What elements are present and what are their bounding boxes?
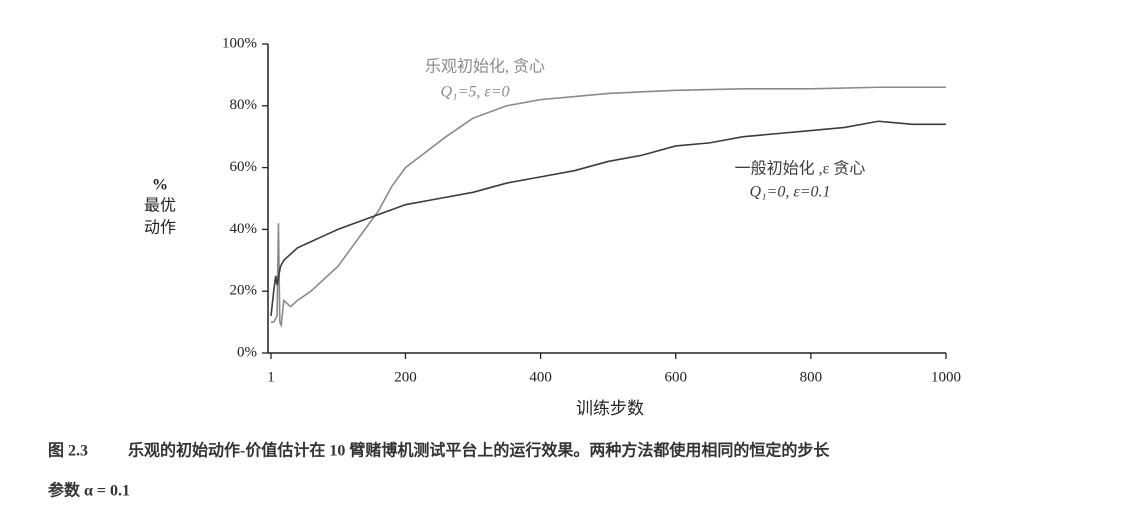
caption-text: 参数 α = 0.1: [48, 481, 130, 500]
x-tick-label: 400: [529, 369, 552, 385]
y-axis-label: 动作: [144, 219, 176, 237]
series-params: Q₁=0, ε=0.1: [749, 184, 830, 201]
caption-label: 图 2.3: [48, 442, 88, 460]
series-annotation: 乐观初始化, 贪心: [425, 58, 545, 76]
x-tick-label: 600: [664, 369, 687, 385]
y-tick-label: 20%: [230, 283, 258, 299]
y-tick-label: 100%: [222, 35, 257, 51]
x-axis-label: 训练步数: [576, 399, 644, 418]
x-tick-label: 200: [394, 369, 417, 385]
caption-text: 乐观的初始动作-价值估计在 10 臂赌博机测试平台上的运行效果。两种方法都使用相…: [128, 441, 830, 460]
series-params: Q₁=5, ε=0: [440, 84, 509, 101]
x-tick-label: 1: [267, 369, 275, 385]
x-tick-label: 800: [800, 369, 823, 385]
y-axis-label: %: [152, 177, 168, 194]
x-tick-label: 1000: [931, 369, 961, 385]
y-tick-label: 0%: [237, 344, 257, 360]
series-line: [270, 120, 946, 317]
y-tick-label: 40%: [230, 221, 258, 237]
y-tick-label: 80%: [230, 97, 258, 113]
series-annotation: 一般初始化 ,ε 贪心: [735, 160, 866, 178]
series-line: [271, 86, 946, 329]
y-axis-label: 最优: [144, 197, 176, 215]
y-tick-label: 60%: [230, 159, 258, 175]
